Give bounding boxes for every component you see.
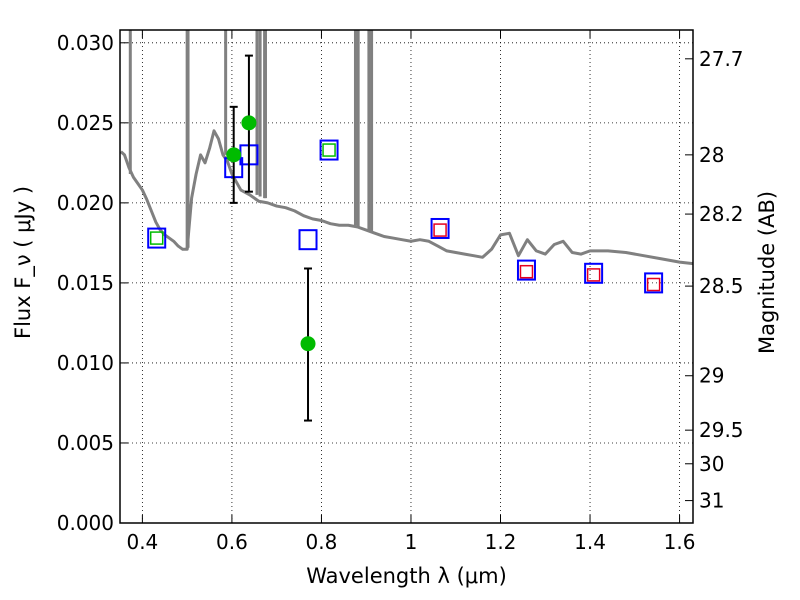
y-tick-label: 0.010 — [57, 351, 114, 375]
model-photometry-square — [298, 229, 318, 251]
observed-photometry-square — [149, 231, 164, 245]
model-photometry-square — [147, 227, 167, 249]
y2-tick-label: 29.5 — [699, 418, 744, 442]
plot-frame — [119, 29, 694, 524]
y-tick-label: 0.015 — [57, 271, 114, 295]
y2-tick-label: 29 — [699, 364, 724, 388]
y2-tick-label: 28.2 — [699, 202, 744, 226]
detection-point — [226, 147, 242, 163]
model-spectrum-line — [120, 129, 693, 266]
y-tick-label: 0.005 — [57, 431, 114, 455]
y2-tick-label: 28 — [699, 143, 724, 167]
y-tick-label: 0.020 — [57, 191, 114, 215]
x-tick-label: 0.8 — [306, 530, 338, 554]
observed-photometry-square — [646, 277, 661, 292]
x-tick-label: 1.4 — [574, 530, 606, 554]
plot-data — [120, 30, 693, 422]
observed-photometry-square — [586, 268, 601, 282]
y2-axis-label: Magnitude (AB) — [755, 191, 779, 354]
x-tick-label: 1 — [405, 530, 418, 554]
model-photometry-square — [319, 139, 339, 161]
observed-photometry-square — [519, 264, 534, 279]
y2-tick-label: 30 — [699, 452, 724, 476]
axis-labels: 0.4 0.6 0.8 1 1.2 1.4 1.6 0.000 0.005 0.010 0.015 0… — [11, 31, 779, 588]
model-photometry-square — [430, 217, 450, 239]
detection-point — [300, 336, 316, 352]
x-tick-label: 1.2 — [485, 530, 517, 554]
y-tick-label: 0.030 — [57, 31, 114, 55]
x-tick-label: 0.4 — [126, 530, 158, 554]
axis-ticks — [120, 30, 693, 524]
observed-photometry-square — [322, 143, 336, 157]
y-tick-label: 0.000 — [57, 511, 114, 535]
y2-tick-label: 28.5 — [699, 274, 744, 298]
y-tick-label: 0.025 — [57, 111, 114, 135]
model-photometry-square — [644, 272, 664, 294]
y-axis-label: Flux F_ν ( μJy ) — [11, 186, 36, 339]
x-tick-label: 1.6 — [664, 530, 696, 554]
y2-tick-label: 27.7 — [699, 47, 744, 71]
model-photometry-square — [584, 262, 604, 284]
y2-tick-label: 31 — [699, 489, 724, 513]
model-photometry-square — [516, 259, 536, 281]
x-axis-label: Wavelength λ (μm) — [306, 564, 507, 588]
x-tick-label: 0.6 — [216, 530, 248, 554]
detection-point — [241, 115, 257, 131]
observed-photometry-square — [433, 223, 447, 237]
